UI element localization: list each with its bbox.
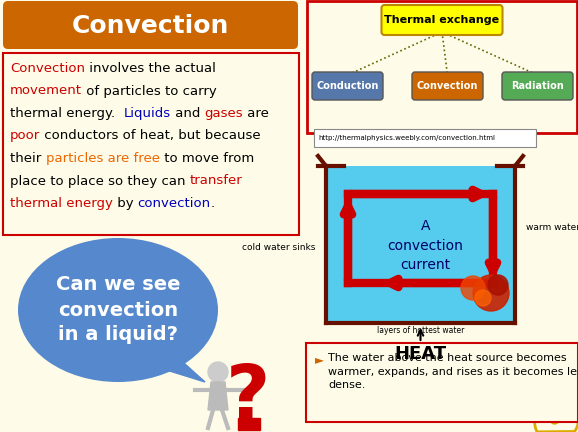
- Text: poor: poor: [10, 130, 40, 143]
- Text: layers of hottest water: layers of hottest water: [377, 326, 464, 335]
- Circle shape: [208, 362, 228, 382]
- Ellipse shape: [18, 238, 218, 382]
- Text: Convection: Convection: [10, 62, 85, 75]
- Text: Radiation: Radiation: [511, 81, 564, 91]
- Text: of particles to carry: of particles to carry: [82, 85, 217, 98]
- FancyBboxPatch shape: [3, 53, 299, 235]
- Text: cold water sinks: cold water sinks: [242, 244, 315, 252]
- Text: Can we see
convection
in a liquid?: Can we see convection in a liquid?: [55, 276, 180, 344]
- Polygon shape: [208, 382, 228, 410]
- FancyBboxPatch shape: [307, 1, 577, 133]
- Text: The water above the heat source becomes
warmer, expands, and rises as it becomes: The water above the heat source becomes …: [328, 353, 578, 390]
- Text: warm water rises: warm water rises: [526, 223, 578, 232]
- Text: Liquids: Liquids: [124, 107, 171, 120]
- Text: involves the actual: involves the actual: [85, 62, 216, 75]
- Text: movement: movement: [10, 85, 82, 98]
- Text: ►: ►: [315, 353, 324, 366]
- Text: ?: ?: [226, 362, 270, 432]
- Text: by: by: [113, 197, 138, 210]
- Text: thermal energy: thermal energy: [10, 197, 113, 210]
- Bar: [238, 418, 260, 430]
- Text: place to place so they can: place to place so they can: [10, 175, 190, 187]
- Text: to move from: to move from: [160, 152, 254, 165]
- Circle shape: [488, 275, 508, 295]
- FancyBboxPatch shape: [314, 129, 536, 147]
- Text: .: .: [211, 197, 215, 210]
- Text: thermal energy.: thermal energy.: [10, 107, 124, 120]
- Circle shape: [475, 290, 491, 306]
- Text: particles are free: particles are free: [46, 152, 160, 165]
- Circle shape: [461, 276, 485, 300]
- FancyBboxPatch shape: [312, 72, 383, 100]
- Text: are: are: [243, 107, 269, 120]
- Text: gases: gases: [205, 107, 243, 120]
- Text: transfer: transfer: [190, 175, 243, 187]
- Text: http://thermalphysics.weebly.com/convection.html: http://thermalphysics.weebly.com/convect…: [318, 135, 495, 141]
- Text: convection: convection: [138, 197, 211, 210]
- Text: Conduction: Conduction: [316, 81, 379, 91]
- Bar: [326, 166, 515, 323]
- Text: HEAT: HEAT: [394, 345, 447, 363]
- FancyBboxPatch shape: [381, 5, 502, 35]
- Circle shape: [473, 275, 509, 311]
- Text: conductors of heat, but because: conductors of heat, but because: [40, 130, 261, 143]
- FancyBboxPatch shape: [3, 1, 298, 49]
- Text: their: their: [10, 152, 46, 165]
- FancyBboxPatch shape: [502, 72, 573, 100]
- FancyBboxPatch shape: [306, 343, 578, 422]
- Text: Convection: Convection: [417, 81, 478, 91]
- Text: and: and: [171, 107, 205, 120]
- Polygon shape: [160, 355, 205, 382]
- FancyBboxPatch shape: [412, 72, 483, 100]
- Text: A
convection
current: A convection current: [388, 219, 464, 272]
- Text: Thermal exchange: Thermal exchange: [384, 15, 499, 25]
- Text: Convection: Convection: [71, 14, 229, 38]
